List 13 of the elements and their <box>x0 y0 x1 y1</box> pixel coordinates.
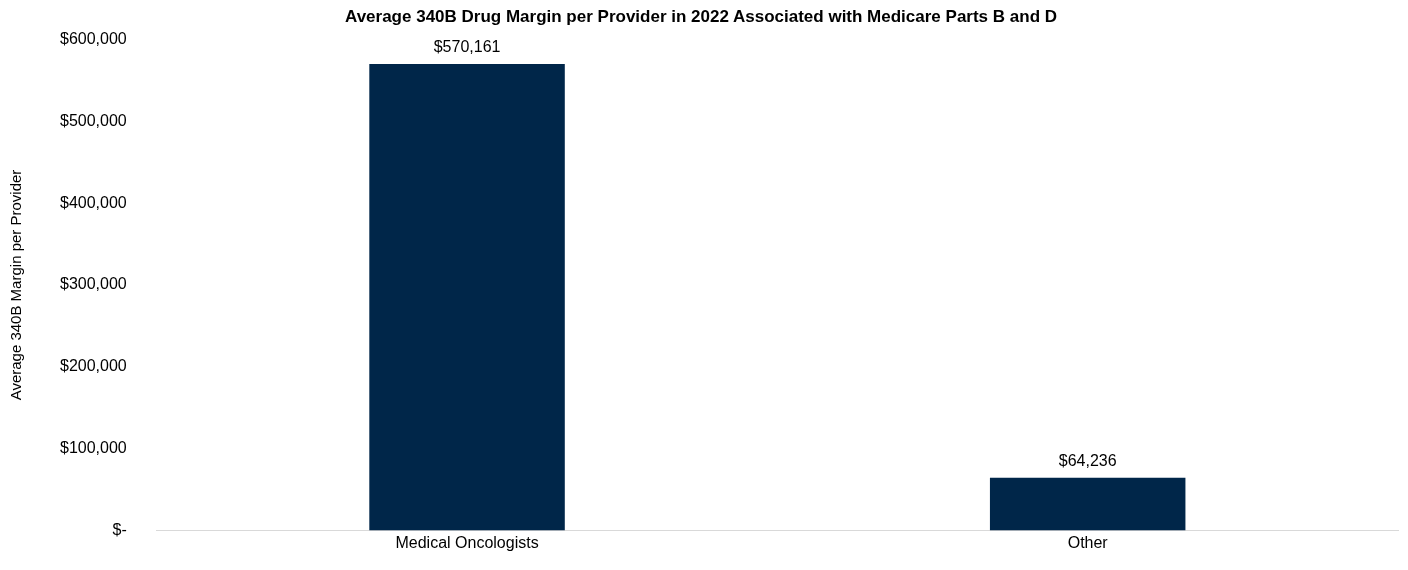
y-tick-label: $600,000 <box>60 30 127 48</box>
y-tick-label: $- <box>112 520 127 538</box>
data-label: $570,161 <box>433 38 501 56</box>
x-tick-label: Other <box>1067 534 1109 552</box>
y-tick-label: $400,000 <box>60 193 127 211</box>
y-tick-label: $500,000 <box>60 111 127 129</box>
data-label: $64,236 <box>1058 452 1117 470</box>
y-tick-label: $300,000 <box>60 275 127 293</box>
y-axis-title: Average 340B Margin per Provider <box>7 169 25 401</box>
y-tick-label: $100,000 <box>60 439 127 457</box>
chart-title: Average 340B Drug Margin per Provider in 2022 Associated with Medicare Parts B and D <box>344 7 1058 27</box>
x-tick-label: Medical Oncologists <box>395 534 539 552</box>
y-tick-label: $200,000 <box>60 357 127 375</box>
